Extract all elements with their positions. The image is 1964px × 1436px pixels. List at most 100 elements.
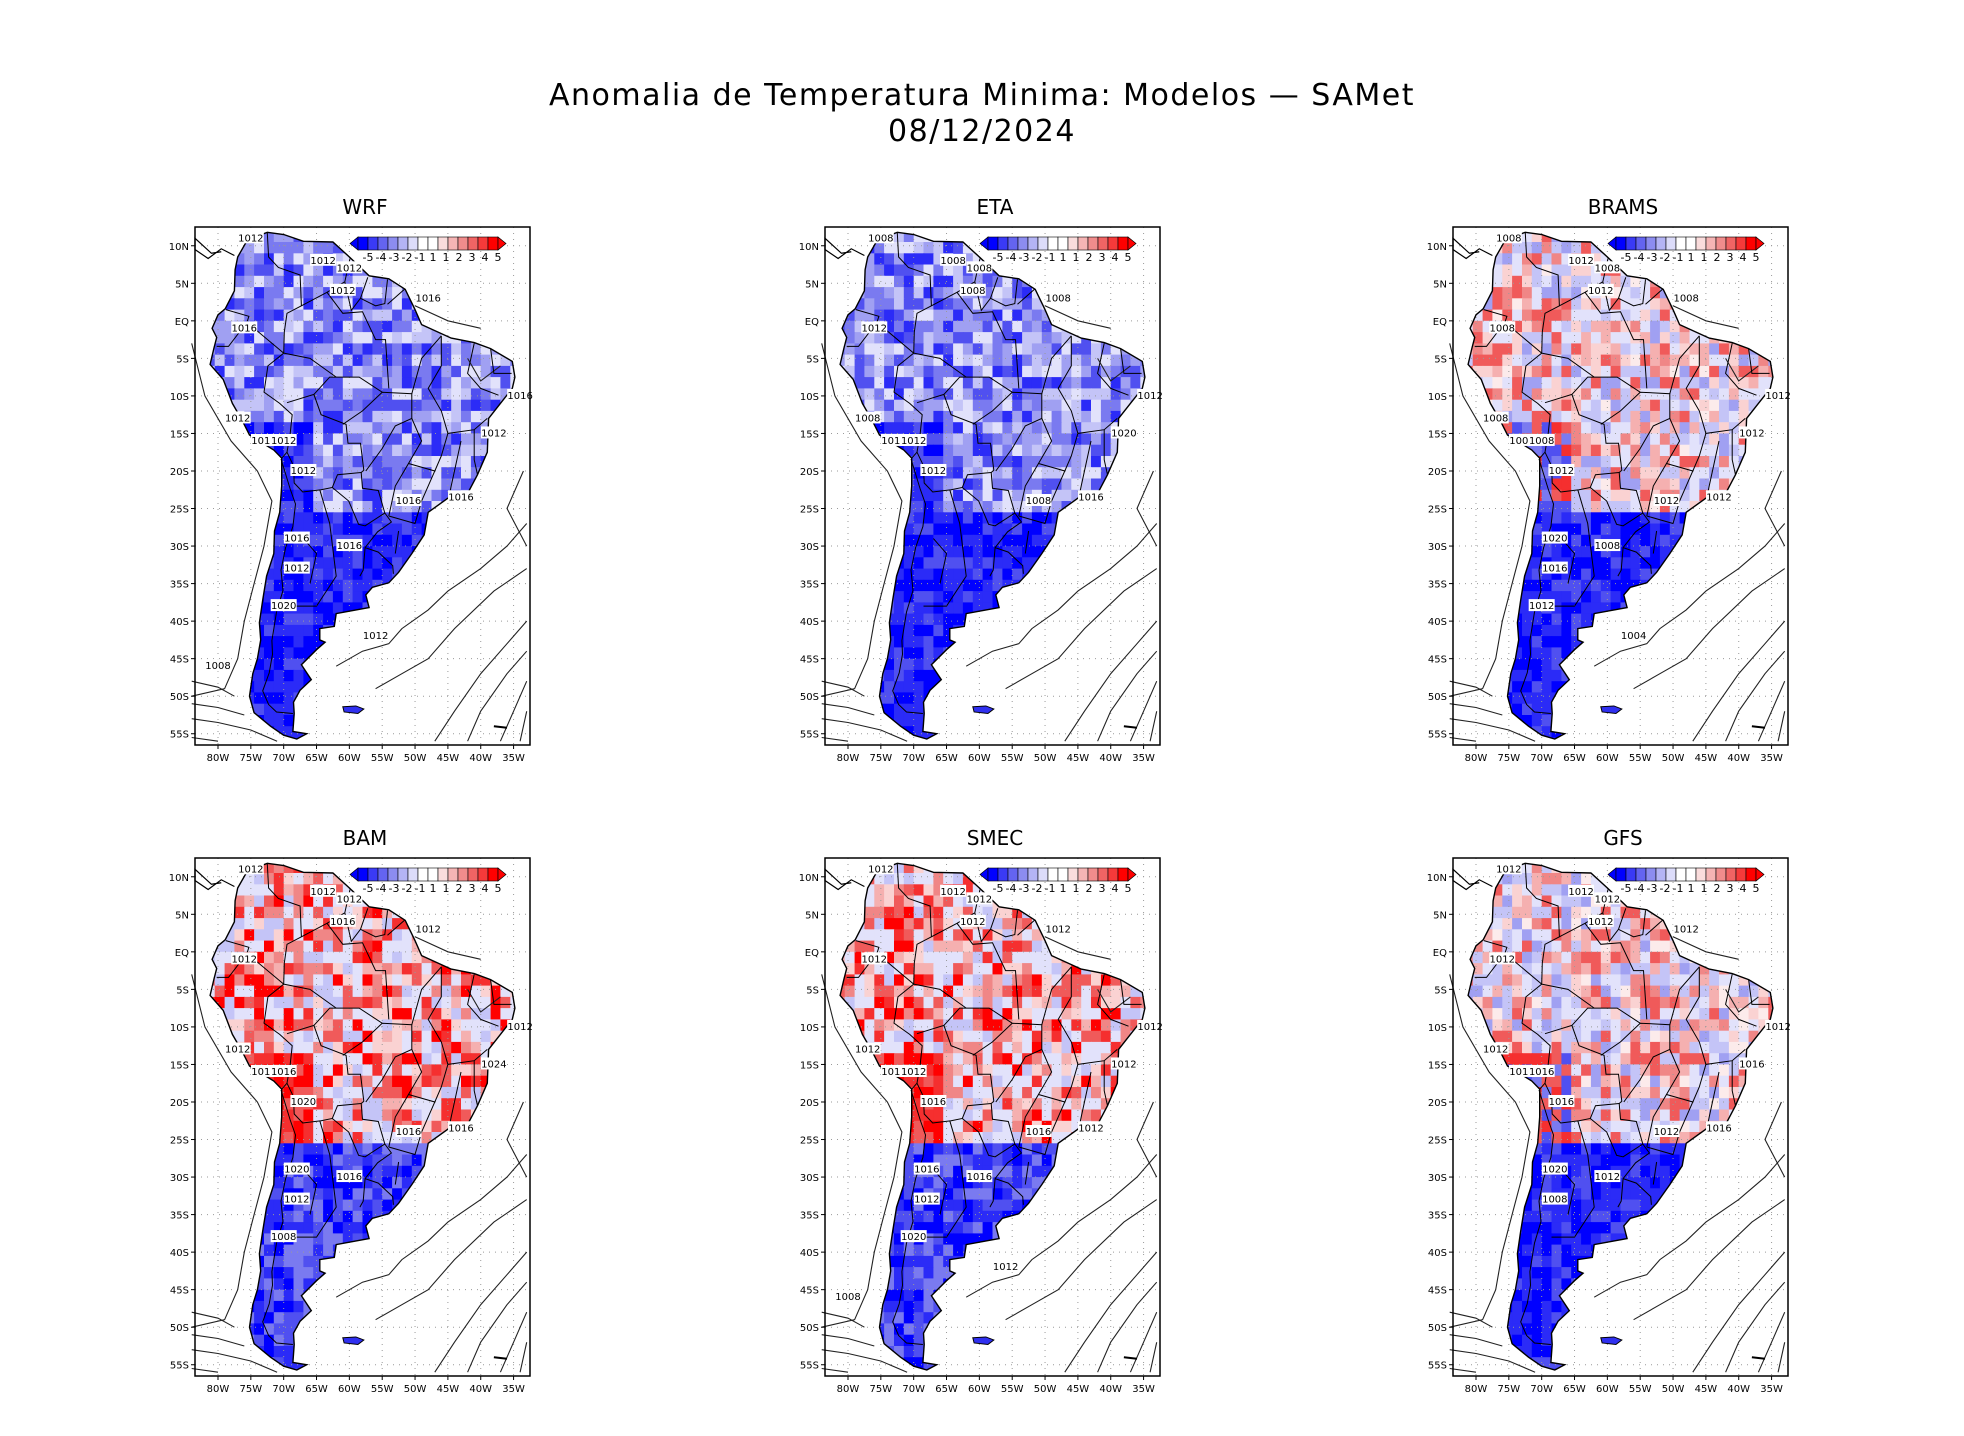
anomaly-cell: [1120, 501, 1132, 513]
anomaly-cell: [1679, 669, 1691, 682]
anomaly-cell: [1590, 433, 1602, 446]
anomaly-cell: [372, 669, 383, 682]
anomaly-cell: [382, 546, 393, 558]
anomaly-cell: [1081, 478, 1092, 491]
anomaly-cell: [372, 309, 383, 322]
isobar-label-bg: [237, 231, 264, 244]
anomaly-cell: [1120, 681, 1132, 694]
anomaly-cell: [214, 534, 226, 547]
anomaly-cell: [864, 456, 875, 468]
anomaly-cell: [332, 669, 344, 682]
anomaly-cell: [1768, 669, 1773, 682]
anomaly-cell: [401, 737, 413, 740]
anomaly-cell: [510, 681, 515, 694]
anomaly-cell: [1541, 365, 1553, 378]
anomaly-cell: [1630, 275, 1641, 288]
south-georgia: [1123, 725, 1138, 729]
anomaly-cell: [1512, 658, 1523, 671]
anomaly-cell: [392, 726, 403, 739]
anomaly-cell: [1492, 534, 1503, 547]
anomaly-cell: [323, 388, 334, 401]
anomaly-cell: [1031, 613, 1043, 626]
anomaly-cell: [1482, 343, 1494, 356]
anomaly-cell: [1758, 309, 1769, 322]
isobar: [1005, 568, 1158, 690]
anomaly-cell: [1561, 703, 1572, 716]
isobar-label-text: 1008: [868, 233, 893, 244]
anomaly-cell: [283, 489, 295, 502]
lat-label: 35S: [800, 580, 819, 591]
anomaly-cell: [421, 557, 433, 570]
anomaly-cell: [1758, 320, 1769, 333]
anomaly-cell: [441, 489, 452, 502]
anomaly-cell: [313, 309, 324, 322]
anomaly-cell: [1719, 377, 1730, 389]
anomaly-cell: [254, 737, 265, 740]
anomaly-cell: [1012, 354, 1023, 367]
anomaly-cell: [962, 523, 974, 536]
anomaly-cell: [254, 534, 265, 547]
anomaly-cell: [273, 332, 285, 344]
anomaly-cell: [461, 669, 472, 682]
anomaly-cell: [1571, 534, 1582, 547]
anomaly-cell: [1669, 602, 1681, 615]
anomaly-cell: [1748, 377, 1760, 389]
anomaly-cell: [1600, 354, 1612, 367]
anomaly-cell: [962, 242, 974, 254]
anomaly-cell: [1130, 298, 1141, 311]
anomaly-cell: [1778, 377, 1789, 389]
anomaly-cell: [1472, 534, 1484, 547]
anomaly-cell: [1031, 422, 1043, 435]
anomaly-cell: [1679, 332, 1691, 344]
anomaly-cell: [1002, 602, 1013, 615]
anomaly-cell: [1002, 624, 1013, 637]
anomaly-cell: [1551, 343, 1562, 356]
anomaly-cell: [470, 681, 482, 694]
anomaly-cell: [392, 658, 403, 671]
anomaly-cell: [1748, 444, 1760, 457]
anomaly-cell: [441, 512, 452, 525]
anomaly-cell: [1738, 332, 1750, 344]
anomaly-cell: [1012, 320, 1023, 333]
anomaly-cell: [1150, 332, 1161, 344]
anomaly-cell: [1571, 579, 1582, 592]
anomaly-cell: [372, 354, 383, 367]
anomaly-cell: [1531, 388, 1543, 401]
anomaly-cell: [451, 726, 462, 739]
anomaly-cell: [844, 332, 856, 344]
anomaly-cell: [332, 422, 344, 435]
anomaly-cell: [1590, 275, 1602, 288]
anomaly-cell: [1051, 557, 1063, 570]
colorbar-label: -5: [993, 251, 1004, 264]
anomaly-cell: [441, 354, 452, 367]
anomaly-cell: [953, 523, 964, 536]
anomaly-cell: [520, 276, 531, 288]
anomaly-cell: [1022, 681, 1033, 694]
anomaly-cell: [352, 512, 364, 525]
anomaly-cell: [1590, 546, 1602, 558]
anomaly-cell: [332, 692, 344, 705]
anomaly-cell: [982, 433, 994, 446]
anomaly-cell: [1492, 546, 1503, 558]
anomaly-cell: [1150, 253, 1161, 265]
anomaly-cell: [1150, 602, 1161, 614]
isobar-label: 1016: [336, 539, 363, 552]
anomaly-cell: [884, 523, 895, 536]
anomaly-cell: [372, 568, 383, 581]
anomaly-cell: [844, 232, 856, 243]
border-line: [933, 538, 948, 584]
anomaly-cell: [1709, 512, 1720, 525]
anomaly-cell: [854, 242, 866, 254]
anomaly-cell: [342, 422, 354, 435]
anomaly-cell: [1778, 422, 1789, 434]
anomaly-cell: [923, 489, 934, 502]
anomaly-cell: [1492, 602, 1503, 615]
anomaly-cell: [1669, 726, 1681, 739]
anomaly-cell: [431, 636, 442, 648]
anomaly-cell: [313, 715, 324, 727]
anomaly-cell: [1620, 388, 1631, 401]
anomaly-cell: [1051, 613, 1063, 626]
anomaly-cell: [332, 478, 344, 491]
anomaly-cell: [1748, 523, 1760, 536]
anomaly-cell: [342, 410, 354, 423]
